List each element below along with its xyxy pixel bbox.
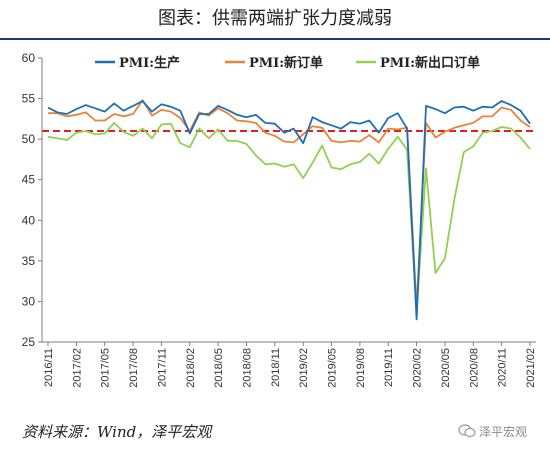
x-tick-label: 2020/08 [468, 348, 480, 388]
series-line-1 [48, 99, 531, 309]
y-tick-label: 35 [22, 254, 36, 268]
x-tick-label: 2018/02 [185, 348, 197, 388]
x-tick-label: 2021/02 [525, 348, 537, 388]
x-tick-label: 2018/05 [213, 348, 225, 388]
x-tick-label: 2019/05 [327, 348, 339, 388]
legend-label-1: PMI:新订单 [249, 55, 323, 71]
y-tick-label: 40 [22, 213, 36, 227]
x-tick-label: 2017/05 [100, 348, 112, 388]
x-tick-label: 2020/05 [440, 348, 452, 388]
y-tick-label: 45 [22, 173, 36, 187]
y-tick-label: 60 [22, 51, 36, 65]
x-tick-label: 2018/08 [241, 348, 253, 388]
x-tick-label: 2018/11 [270, 348, 282, 387]
series-lines [47, 99, 531, 321]
x-tick-label: 2017/08 [128, 348, 140, 388]
watermark: 泽平宏观 [458, 422, 527, 442]
watermark-text: 泽平宏观 [479, 425, 528, 439]
legend-label-0: PMI:生产 [119, 55, 180, 71]
title-divider [0, 38, 550, 40]
axes [38, 57, 536, 346]
x-tick-label: 2017/11 [156, 348, 168, 387]
x-tick-label: 2019/11 [383, 348, 395, 387]
x-tick-label: 2016/11 [43, 348, 55, 387]
x-tick-label: 2019/08 [355, 348, 367, 388]
y-axis-tick-labels: 25 30 35 40 45 50 55 60 [22, 51, 36, 349]
legend: PMI:生产 PMI:新订单 PMI:新出口订单 [95, 55, 480, 71]
series-line-0 [47, 100, 531, 321]
x-tick-label: 2019/02 [298, 348, 310, 388]
y-tick-label: 50 [22, 132, 36, 146]
y-tick-label: 30 [22, 294, 36, 308]
chat-bubble-icon [458, 424, 476, 438]
x-tick-label: 2017/02 [71, 348, 83, 388]
x-axis-tick-labels: 2016/11 2017/02 2017/05 2017/08 2017/11 2018/… [43, 348, 537, 388]
x-tick-label: 2020/11 [497, 348, 509, 387]
x-tick-label: 2020/02 [412, 348, 424, 388]
y-tick-label: 55 [22, 92, 36, 106]
legend-label-2: PMI:新出口订单 [380, 55, 480, 71]
y-tick-label: 25 [22, 335, 36, 349]
source-note: 资料来源：Wind，泽平宏观 [22, 423, 212, 441]
chart-title: 图表：供需两端扩张力度减弱 [158, 8, 392, 29]
series-line-2 [47, 122, 531, 313]
